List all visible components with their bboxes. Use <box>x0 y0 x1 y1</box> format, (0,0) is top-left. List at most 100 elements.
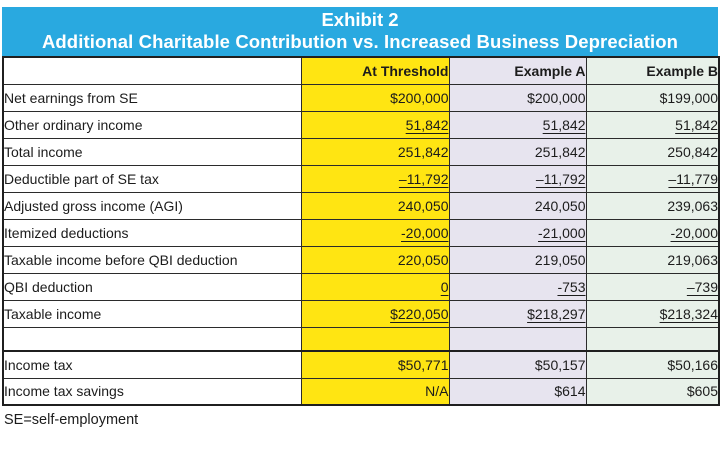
value-text: –11,792 <box>398 170 449 187</box>
value-cell <box>585 326 720 352</box>
value-text: 239,063 <box>667 197 718 214</box>
value-cell: 219,063 <box>585 245 720 274</box>
value-cell <box>448 326 587 352</box>
value-text: -20,000 <box>401 224 449 241</box>
value-text: 251,842 <box>534 143 586 160</box>
value-cell: $50,771 <box>300 350 450 379</box>
value-text: $200,000 <box>527 89 586 106</box>
header-cell-label <box>2 56 302 85</box>
header-cell-example-b: Example B <box>585 56 720 85</box>
value-text: $218,324 <box>659 305 718 322</box>
value-cell: 51,842 <box>585 110 720 139</box>
row-label: Income tax savings <box>2 377 302 406</box>
table-row: Deductible part of SE tax –11,792 –11,792 –… <box>2 164 720 193</box>
value-cell: 0 <box>300 272 450 301</box>
value-cell: 239,063 <box>585 191 720 220</box>
value-text: -21,000 <box>538 224 586 241</box>
value-text: $50,157 <box>534 356 586 373</box>
value-text: -20,000 <box>670 224 718 241</box>
table-row: Total income 251,842 251,842 250,842 <box>2 137 720 166</box>
value-cell: 51,842 <box>300 110 450 139</box>
row-label: Itemized deductions <box>2 218 302 247</box>
row-label: Taxable income <box>2 299 302 328</box>
value-cell: 240,050 <box>448 191 587 220</box>
value-cell <box>300 326 450 352</box>
value-text: $50,166 <box>667 356 718 373</box>
value-text: 220,050 <box>397 251 449 268</box>
header-row: At Threshold Example A Example B <box>2 56 720 85</box>
spacer-row <box>2 326 720 352</box>
value-cell: $199,000 <box>585 83 720 112</box>
value-cell: -20,000 <box>585 218 720 247</box>
value-cell: –11,792 <box>448 164 587 193</box>
row-label: QBI deduction <box>2 272 302 301</box>
row-label: Adjusted gross income (AGI) <box>2 191 302 220</box>
value-text: 219,050 <box>534 251 586 268</box>
value-text: 51,842 <box>675 116 718 133</box>
value-text: 51,842 <box>405 116 449 133</box>
value-text: $614 <box>554 383 586 400</box>
value-cell: –11,792 <box>300 164 450 193</box>
row-label: Deductible part of SE tax <box>2 164 302 193</box>
value-text: –11,779 <box>668 170 718 187</box>
table-row: QBI deduction 0 -753 –739 <box>2 272 720 301</box>
value-text: 240,050 <box>534 197 586 214</box>
value-text: $199,000 <box>659 89 718 106</box>
table-row: Adjusted gross income (AGI) 240,050 240,05… <box>2 191 720 220</box>
value-cell: $605 <box>585 377 720 406</box>
value-cell: 219,050 <box>448 245 587 274</box>
value-cell: 240,050 <box>300 191 450 220</box>
value-cell: $200,000 <box>300 83 450 112</box>
row-label: Total income <box>2 137 302 166</box>
value-text: $218,297 <box>527 305 586 322</box>
value-cell: –11,779 <box>585 164 720 193</box>
header-cell-at-threshold: At Threshold <box>300 56 450 85</box>
value-text: -753 <box>557 278 586 295</box>
value-text: 240,050 <box>397 197 449 214</box>
table-row: Taxable income $220,050 $218,297 $218,324 <box>2 299 720 328</box>
table-row: Income tax savings N/A $614 $605 <box>2 377 720 406</box>
value-cell: –739 <box>585 272 720 301</box>
row-label: Other ordinary income <box>2 110 302 139</box>
row-label: Net earnings from SE <box>2 83 302 112</box>
value-text: 251,842 <box>397 143 449 160</box>
value-cell: -21,000 <box>448 218 587 247</box>
table-row: Income tax $50,771 $50,157 $50,166 <box>2 350 720 379</box>
value-text: –11,792 <box>535 170 586 187</box>
value-cell: -753 <box>448 272 587 301</box>
value-text: 219,063 <box>667 251 718 268</box>
value-text: $50,771 <box>397 356 449 373</box>
value-cell: 250,842 <box>585 137 720 166</box>
value-cell: $50,166 <box>585 350 720 379</box>
table-row: Taxable income before QBI deduction 220,0… <box>2 245 720 274</box>
value-cell: $218,297 <box>448 299 587 328</box>
value-cell: $50,157 <box>448 350 587 379</box>
table-row: Itemized deductions -20,000 -21,000 -20,000 <box>2 218 720 247</box>
row-label: Taxable income before QBI deduction <box>2 245 302 274</box>
value-cell: N/A <box>300 377 450 406</box>
value-text: $605 <box>686 383 718 400</box>
value-text: 250,842 <box>667 143 718 160</box>
value-text: 0 <box>440 278 449 295</box>
table-row: Other ordinary income 51,842 51,842 51,842 <box>2 110 720 139</box>
value-text: $220,050 <box>390 305 449 322</box>
value-cell: 220,050 <box>300 245 450 274</box>
exhibit-banner: Exhibit 2 Additional Charitable Contribu… <box>2 7 718 56</box>
value-text: N/A <box>425 383 449 400</box>
value-text: 51,842 <box>542 116 586 133</box>
value-cell: $220,050 <box>300 299 450 328</box>
footnote: SE=self-employment <box>4 412 139 428</box>
row-label: Income tax <box>2 350 302 379</box>
exhibit-title: Additional Charitable Contribution vs. I… <box>41 31 679 52</box>
value-cell: 251,842 <box>448 137 587 166</box>
header-cell-example-a: Example A <box>448 56 587 85</box>
value-cell: -20,000 <box>300 218 450 247</box>
value-text: $200,000 <box>390 89 449 106</box>
value-cell: $614 <box>448 377 587 406</box>
value-text: –739 <box>686 278 718 295</box>
exhibit-table: At Threshold Example A Example B Net ear… <box>2 56 720 406</box>
value-cell: 51,842 <box>448 110 587 139</box>
value-cell: $200,000 <box>448 83 587 112</box>
value-cell: $218,324 <box>585 299 720 328</box>
